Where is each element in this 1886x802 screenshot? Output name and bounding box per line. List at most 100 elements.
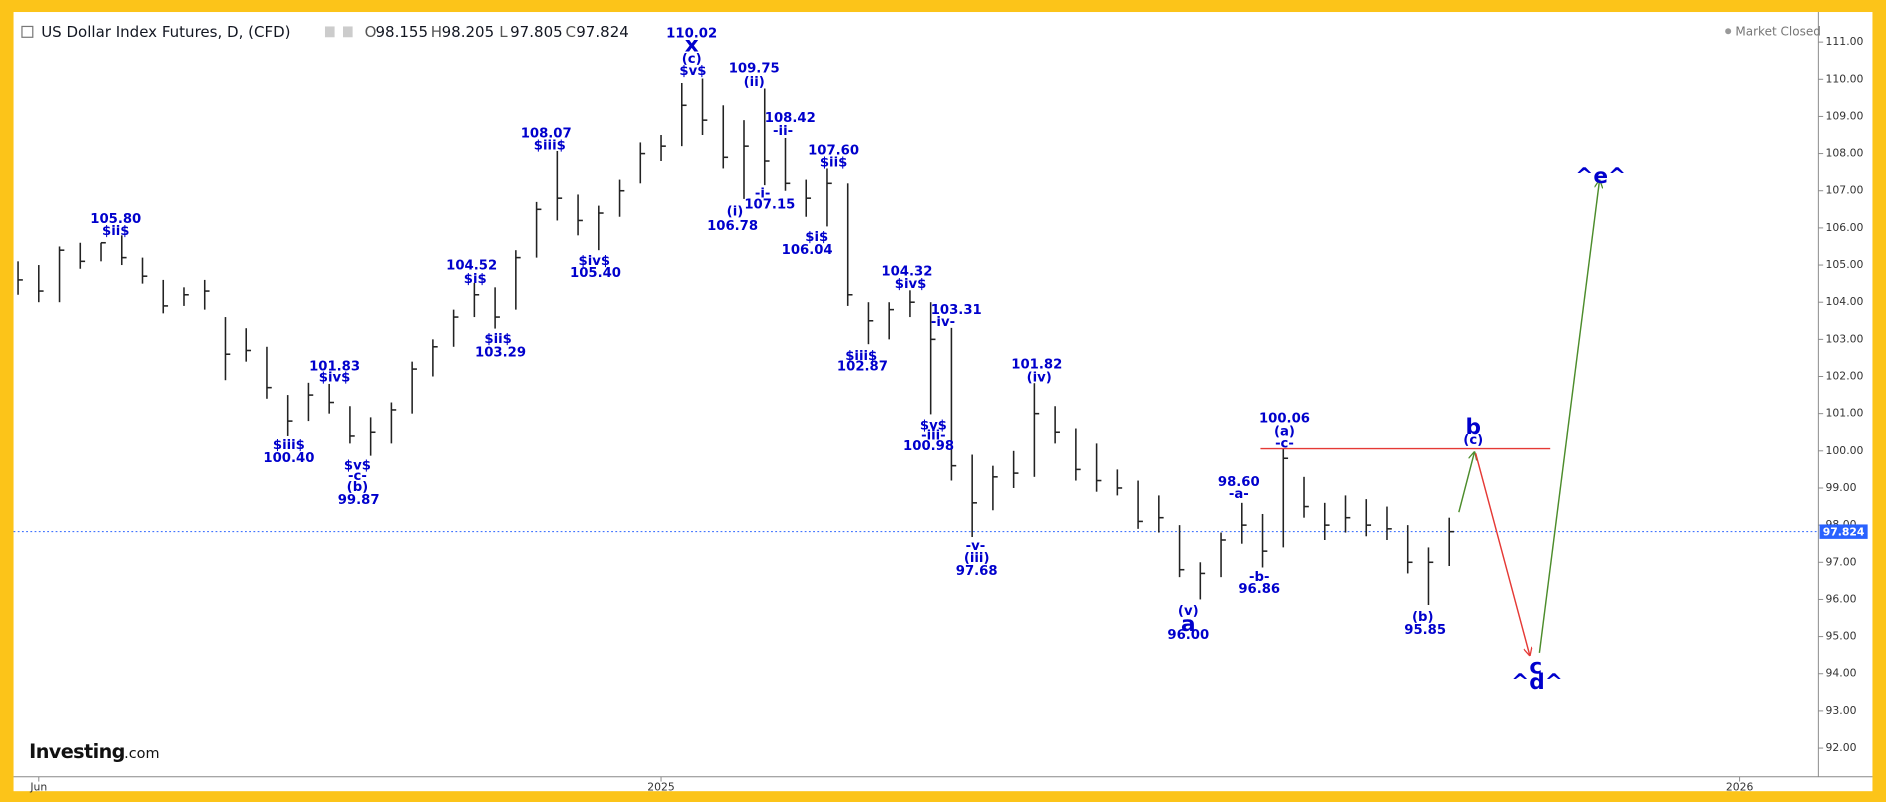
y-tick-label: 100.00: [1826, 444, 1864, 457]
wave-label: $v$: [920, 419, 947, 434]
y-tick-label: 96.00: [1826, 592, 1857, 605]
x-tick-label: 2025: [647, 781, 675, 794]
x-tick-label: Jun: [29, 781, 47, 794]
ohlc-value: 97.805: [510, 23, 563, 41]
wave-label: (c): [1463, 433, 1483, 448]
wave-label: $iv$: [895, 277, 927, 292]
wave-label: $v$: [344, 458, 371, 473]
wave-label: 108.42: [765, 111, 816, 126]
wave-label: 96.00: [1167, 628, 1209, 643]
wave-label: (a): [1274, 425, 1295, 440]
wave-label: 103.31: [931, 303, 982, 318]
wave-label: 100.06: [1259, 411, 1310, 426]
wave-label: 96.86: [1238, 582, 1280, 597]
wave-label: 107.60: [808, 143, 859, 158]
wave-label: 100.98: [903, 439, 954, 454]
wave-label: (v): [1178, 604, 1199, 619]
y-tick-label: 111.00: [1826, 35, 1864, 48]
wave-label: $ii$: [484, 332, 511, 347]
wave-label: 102.87: [837, 360, 888, 375]
ohlc-value: 98.205: [442, 23, 495, 41]
wave-label: 108.07: [521, 126, 572, 141]
wave-label: $i$: [464, 272, 487, 287]
wave-label: 97.68: [956, 564, 998, 579]
ohlc-label: O: [365, 23, 377, 41]
wave-label: (iv): [1027, 371, 1052, 386]
wave-label: b: [1466, 415, 1481, 440]
brand-name: Investing: [29, 740, 125, 763]
wave-label: 110.02: [666, 27, 717, 42]
wave-label: 104.52: [446, 259, 497, 274]
y-tick-label: 108.00: [1826, 147, 1864, 160]
wave-label: $iii$: [845, 349, 877, 364]
wave-label: -b-: [1249, 570, 1269, 585]
header: US Dollar Index Futures, D, (CFD) Market…: [21, 23, 1821, 41]
wave-label: $iii$: [273, 438, 305, 453]
ohlc-value: 97.824: [576, 23, 629, 41]
wave-label: -c-: [348, 469, 367, 484]
wave-label: (b): [347, 480, 369, 495]
icon: [343, 26, 353, 38]
wave-label: -i-: [755, 187, 771, 202]
y-tick-label: 105.00: [1826, 258, 1864, 271]
wave-label: $i$: [805, 230, 828, 245]
status-dot: [1725, 28, 1732, 35]
wave-label: ^d^: [1511, 670, 1563, 695]
wave-label: 105.40: [570, 266, 621, 281]
collapse-icon: [21, 25, 34, 38]
wave-label: 109.75: [729, 62, 780, 77]
wave-label: 98.60: [1218, 475, 1260, 490]
wave-label: $iii$: [534, 138, 566, 153]
wave-label: 103.29: [475, 345, 526, 360]
ohlc-label: H: [431, 23, 442, 41]
wave-label: 95.85: [1404, 623, 1446, 638]
y-tick-label: 92.00: [1826, 741, 1857, 754]
y-tick-label: 101.00: [1826, 407, 1864, 420]
wave-label: (ii): [744, 75, 765, 90]
y-tick-label: 109.00: [1826, 109, 1864, 122]
header-title: US Dollar Index Futures, D, (CFD): [41, 23, 290, 41]
wave-label: (iii): [964, 551, 990, 566]
projection-arrow: [1474, 453, 1530, 655]
last-price-box: [1819, 524, 1868, 539]
y-tick-label: 110.00: [1826, 72, 1864, 85]
y-tick-label: 102.00: [1826, 370, 1864, 383]
wave-label: 105.80: [90, 212, 141, 227]
wave-label: ^e^: [1575, 164, 1626, 189]
y-tick-label: 97.00: [1826, 555, 1857, 568]
wave-label: 101.82: [1011, 357, 1062, 372]
panel: [13, 12, 1873, 792]
projection-arrow: [1458, 452, 1475, 513]
wave-label: -c-: [1275, 437, 1294, 452]
wave-label: -v-: [966, 539, 986, 554]
wave-label: $iv$: [319, 371, 351, 386]
ohlc-label: L: [499, 23, 508, 41]
wave-label: c: [1529, 654, 1542, 679]
wave-label: $ii$: [102, 224, 129, 239]
projection-arrow: [1538, 180, 1599, 653]
icon: [324, 26, 335, 38]
y-tick-label: 95.00: [1826, 630, 1857, 643]
wave-label: $iv$: [579, 254, 611, 269]
y-tick-label: 93.00: [1826, 704, 1857, 717]
last-price-label: 97.824: [1823, 525, 1865, 538]
market-status: Market Closed: [1735, 24, 1820, 38]
y-tick-label: 103.00: [1826, 332, 1864, 345]
wave-label: -ii-: [773, 124, 793, 139]
wave-label: -iii-: [921, 428, 946, 443]
wave-label: $ii$: [820, 155, 847, 170]
wave-label: (b): [1412, 610, 1434, 625]
x-tick-label: 2026: [1726, 781, 1754, 794]
wave-label: 100.40: [263, 451, 314, 466]
wave-label: 106.78: [707, 219, 758, 234]
wave-label: 106.04: [782, 243, 833, 258]
wave-label: 107.15: [744, 197, 795, 212]
y-tick-label: 104.00: [1826, 295, 1864, 308]
wave-label: -iv-: [931, 315, 955, 330]
y-tick-label: 107.00: [1826, 184, 1864, 197]
y-tick-label: 106.00: [1826, 221, 1864, 234]
wave-label: $v$: [679, 64, 706, 79]
ohlc-label: C: [565, 23, 576, 41]
